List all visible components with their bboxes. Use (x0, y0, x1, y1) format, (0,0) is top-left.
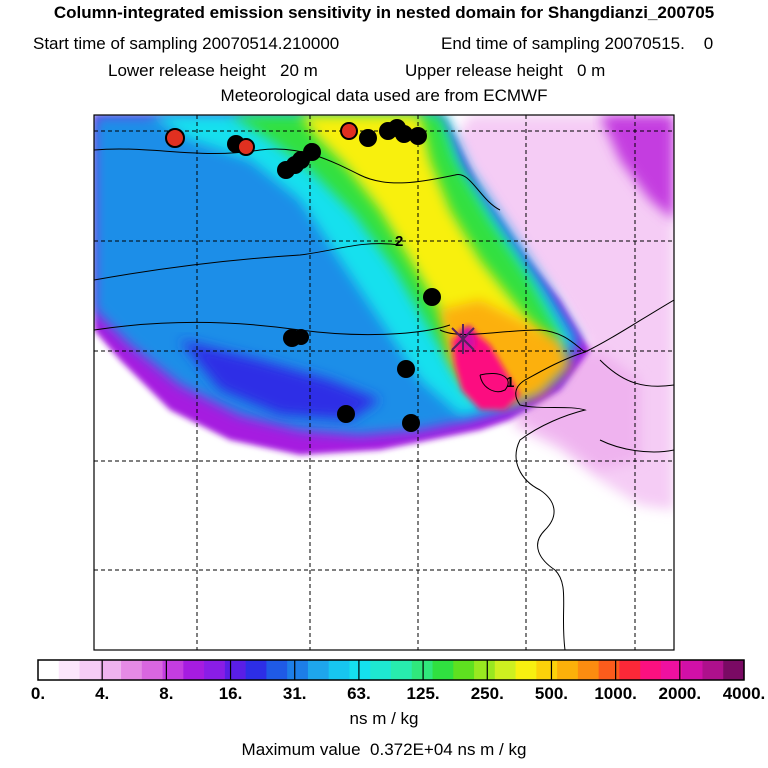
colorbar-swatch (536, 660, 558, 680)
colorbar-swatch (598, 660, 621, 680)
contour-label-1: 1 (506, 374, 514, 391)
colorbar-swatch (204, 660, 226, 680)
colorbar-tick-label: 1000. (594, 684, 637, 703)
colorbar-frame (37, 659, 745, 681)
start-time-label: Start time of sampling 20070514.210000 (33, 34, 340, 53)
meteorological-data-note: Meteorological data used are from ECMWF (220, 86, 548, 105)
upper-release-height: Upper release height 0 m (405, 61, 606, 80)
colorbar-tick-label: 125. (406, 684, 440, 703)
colorbar-swatch (660, 660, 683, 680)
colorbar-swatch (723, 660, 745, 680)
trajectory-point (165, 128, 185, 148)
colorbar-swatch (38, 660, 60, 680)
colorbar-swatch (224, 660, 247, 680)
colorbar-swatch (681, 660, 704, 680)
colorbar-swatch (349, 660, 371, 680)
colorbar-swatch (453, 660, 475, 680)
colorbar-tick-label: 4000. (722, 684, 766, 703)
release-site-marker (451, 324, 475, 354)
contour-label-2: 2 (395, 233, 403, 250)
colorbar-swatch (287, 660, 309, 680)
trajectory-point (337, 405, 355, 423)
trajectory-point (277, 161, 295, 179)
trajectory-point (340, 122, 358, 140)
trajectory-point (293, 329, 309, 345)
colorbar (38, 660, 745, 680)
colorbar-swatch (100, 660, 122, 680)
colorbar-tick-label: 250. (470, 684, 504, 703)
map-frame (93, 114, 675, 651)
maximum-value: Maximum value 0.372E+04 ns m / kg (241, 740, 527, 759)
colorbar-swatch (162, 660, 184, 680)
colorbar-swatch (121, 660, 143, 680)
map-title: Column-integrated emission sensitivity i… (53, 3, 715, 22)
colorbar-tick-label: 31. (282, 684, 307, 703)
end-time-label: End time of sampling 20070515. 0 (441, 34, 714, 53)
colorbar-swatch (79, 660, 101, 680)
colorbar-tick-label: 0. (30, 684, 46, 703)
colorbar-tick-label: 16. (218, 684, 243, 703)
colorbar-swatch (515, 660, 537, 680)
colorbar-swatch (141, 660, 164, 680)
lower-release-height: Lower release height 20 m (108, 61, 318, 80)
coastlines (94, 148, 674, 650)
colorbar-swatch (494, 660, 517, 680)
colorbar-swatch (307, 660, 330, 680)
colorbar-tick-label: 2000. (658, 684, 702, 703)
colorbar-swatch (266, 660, 288, 680)
lat-lon-grid (94, 115, 674, 650)
colorbar-swatch (619, 660, 641, 680)
colorbar-swatch (411, 660, 434, 680)
colorbar-swatch (183, 660, 205, 680)
plume-field (94, 115, 674, 510)
colorbar-tick-label: 63. (347, 684, 371, 703)
colorbar-swatch (640, 660, 662, 680)
colorbar-swatch (577, 660, 600, 680)
trajectory-point (397, 360, 415, 378)
trajectory-point (402, 414, 420, 432)
colorbar-tick-label: 4. (95, 684, 110, 703)
colorbar-swatch (474, 660, 496, 680)
colorbar-swatch (702, 660, 724, 680)
trajectory-point (359, 129, 377, 147)
colorbar-swatch (58, 660, 81, 680)
colorbar-tick-label: 8. (159, 684, 174, 703)
colorbar-swatch (328, 660, 351, 680)
trajectory-point (395, 125, 413, 143)
trajectory-point (423, 288, 441, 306)
colorbar-swatch (245, 660, 268, 680)
colorbar-tick-label: 500. (534, 684, 568, 703)
colorbar-swatch (557, 660, 579, 680)
trajectory-point (409, 127, 427, 145)
colorbar-swatch (370, 660, 392, 680)
trajectory-point (237, 138, 255, 156)
colorbar-swatch (391, 660, 413, 680)
colorbar-swatch (432, 660, 454, 680)
colorbar-unit: ns m / kg (349, 709, 419, 728)
trajectory-points (165, 119, 441, 432)
